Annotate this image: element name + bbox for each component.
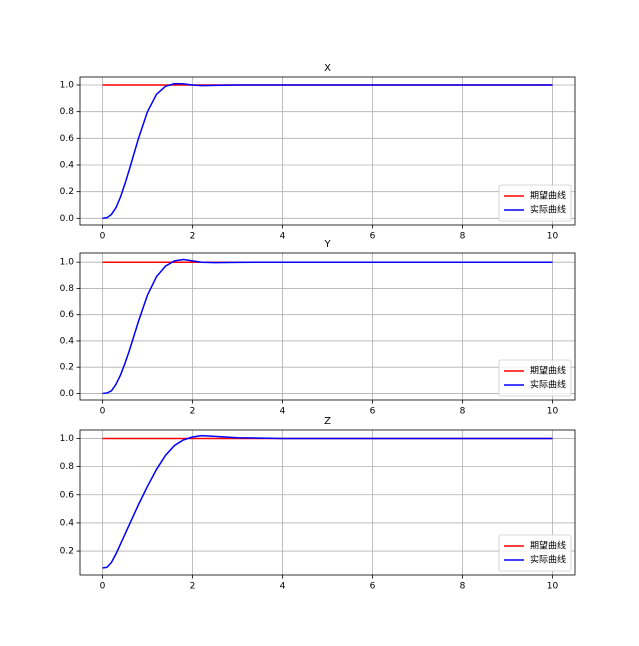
y-tick-label: 0.8 bbox=[60, 284, 75, 294]
y-tick-label: 0.4 bbox=[60, 161, 75, 171]
x-tick-label: 8 bbox=[460, 582, 466, 592]
x-tick-label: 2 bbox=[190, 232, 196, 242]
legend-box bbox=[498, 184, 572, 222]
x-tick-label: 8 bbox=[460, 232, 466, 242]
x-tick-label: 10 bbox=[547, 407, 559, 417]
x-tick-label: 10 bbox=[547, 232, 559, 242]
legend-box bbox=[498, 534, 572, 572]
x-tick-label: 2 bbox=[190, 407, 196, 417]
line-series bbox=[102, 258, 553, 395]
line-series bbox=[102, 82, 553, 220]
x-tick-label: 2 bbox=[190, 582, 196, 592]
y-tick-label: 1.0 bbox=[60, 81, 75, 91]
y-tick-label: 0.2 bbox=[60, 363, 74, 373]
y-tick-label: 1.0 bbox=[60, 258, 75, 268]
legend-label: 期望曲线 bbox=[530, 540, 566, 552]
x-tick-label: 0 bbox=[100, 407, 106, 417]
line-series bbox=[102, 434, 553, 569]
x-tick-label: 0 bbox=[100, 232, 106, 242]
subplot-title: X bbox=[324, 63, 331, 74]
x-tick-label: 4 bbox=[280, 232, 286, 242]
legend-label: 实际曲线 bbox=[530, 204, 566, 216]
axes-frame bbox=[79, 76, 576, 226]
x-tick-label: 6 bbox=[370, 232, 376, 242]
y-tick-label: 0.2 bbox=[60, 547, 74, 557]
axes-frame bbox=[79, 429, 576, 576]
y-tick-label: 0.0 bbox=[60, 214, 75, 224]
x-tick-label: 4 bbox=[280, 407, 286, 417]
subplot-title: Y bbox=[323, 239, 331, 250]
legend-label: 期望曲线 bbox=[530, 190, 566, 202]
y-tick-label: 0.6 bbox=[60, 134, 75, 144]
axes-frame bbox=[79, 252, 576, 401]
y-tick-label: 0.0 bbox=[60, 389, 75, 399]
x-tick-label: 0 bbox=[100, 582, 106, 592]
x-tick-label: 10 bbox=[547, 582, 559, 592]
y-tick-label: 0.6 bbox=[60, 490, 75, 500]
x-tick-label: 6 bbox=[370, 407, 376, 417]
x-tick-label: 8 bbox=[460, 407, 466, 417]
y-tick-label: 1.0 bbox=[60, 434, 75, 444]
legend-label: 实际曲线 bbox=[530, 379, 566, 391]
x-tick-label: 4 bbox=[280, 582, 286, 592]
legend-label: 期望曲线 bbox=[530, 365, 566, 377]
y-tick-label: 0.4 bbox=[60, 518, 75, 528]
y-tick-label: 0.6 bbox=[60, 310, 75, 320]
legend-label: 实际曲线 bbox=[530, 554, 566, 566]
y-tick-label: 0.4 bbox=[60, 336, 75, 346]
y-tick-label: 0.2 bbox=[60, 187, 74, 197]
x-tick-label: 6 bbox=[370, 582, 376, 592]
y-tick-label: 0.8 bbox=[60, 462, 75, 472]
legend-box bbox=[498, 359, 572, 397]
subplot-title: Z bbox=[324, 416, 331, 427]
y-tick-label: 0.8 bbox=[60, 107, 75, 117]
